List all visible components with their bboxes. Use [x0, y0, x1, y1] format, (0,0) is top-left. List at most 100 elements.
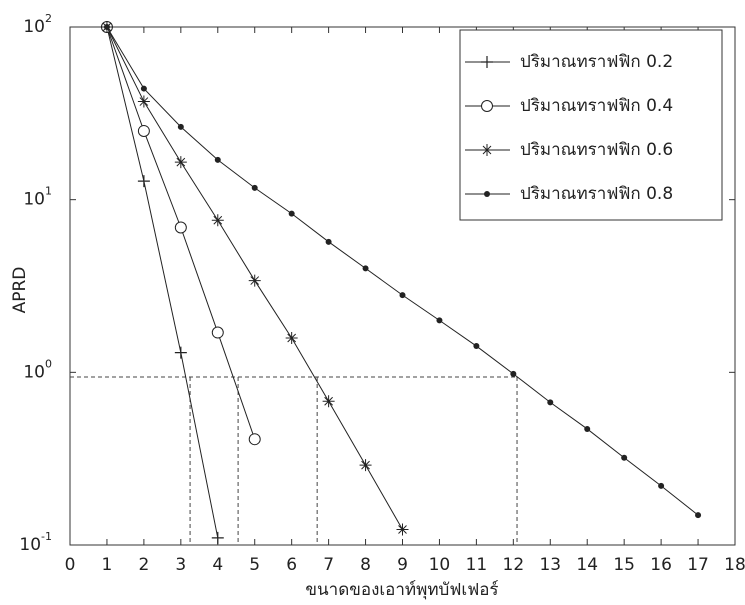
x-axis-label: ขนาดของเอาท์พุทบัฟเฟอร์ — [305, 580, 498, 600]
marker-shape — [584, 425, 591, 432]
marker-shape — [211, 326, 224, 339]
marker-shape — [621, 454, 628, 461]
x-tick-label: 18 — [724, 555, 745, 575]
marker — [322, 395, 335, 408]
marker-shape — [137, 175, 150, 188]
marker — [174, 221, 187, 234]
marker — [140, 85, 147, 92]
marker — [211, 214, 224, 227]
marker-shape — [174, 221, 187, 234]
marker — [248, 433, 261, 446]
legend-label: ปริมาณทราฟฟิก 0.2 — [520, 52, 673, 72]
marker-shape — [658, 482, 665, 489]
x-tick-label: 12 — [503, 555, 525, 575]
marker — [288, 210, 295, 217]
series-line — [106, 26, 219, 538]
marker-shape — [362, 265, 369, 272]
x-tick-label: 13 — [539, 555, 561, 575]
marker — [473, 343, 480, 350]
y-tick-exponent: 0 — [45, 357, 52, 370]
marker-shape — [481, 144, 493, 156]
marker-shape — [251, 184, 258, 191]
marker-shape — [481, 56, 493, 68]
marker — [547, 399, 554, 406]
x-tick-label: 3 — [175, 555, 186, 575]
x-tick-label: 10 — [429, 555, 451, 575]
marker-shape — [248, 274, 261, 287]
marker-shape — [695, 512, 702, 519]
marker — [695, 512, 702, 519]
x-tick-label: 15 — [613, 555, 635, 575]
marker — [481, 100, 493, 112]
y-tick-label: 102 — [23, 12, 52, 37]
x-tick-label: 1 — [102, 555, 113, 575]
legend-label: ปริมาณทราฟฟิก 0.8 — [520, 184, 673, 204]
y-tick-exponent: -1 — [41, 530, 52, 543]
marker-shape — [248, 433, 261, 446]
x-tick-label: 0 — [65, 555, 76, 575]
marker-shape — [396, 523, 409, 536]
marker — [325, 238, 332, 245]
x-tick-label: 16 — [650, 555, 672, 575]
x-tick-label: 11 — [466, 555, 488, 575]
marker — [174, 346, 187, 359]
y-tick-base: 10 — [19, 535, 41, 555]
x-tick-label: 9 — [397, 555, 408, 575]
marker-shape — [288, 210, 295, 217]
marker — [399, 292, 406, 299]
marker-shape — [436, 317, 443, 324]
legend-label: ปริมาณทราฟฟิก 0.4 — [520, 96, 673, 116]
y-axis-label: APRD — [10, 267, 30, 314]
marker — [211, 531, 224, 544]
marker — [436, 317, 443, 324]
marker — [484, 191, 490, 197]
marker — [362, 265, 369, 272]
x-tick-label: 5 — [249, 555, 260, 575]
marker-shape — [174, 346, 187, 359]
marker-shape — [177, 123, 184, 130]
marker — [621, 454, 628, 461]
y-tick-base: 10 — [23, 362, 45, 382]
marker — [396, 523, 409, 536]
marker — [174, 156, 187, 169]
marker — [285, 332, 298, 345]
marker-shape — [510, 370, 517, 377]
x-tick-label: 4 — [212, 555, 223, 575]
marker — [103, 24, 110, 30]
marker — [214, 156, 221, 163]
y-tick-base: 10 — [23, 190, 45, 210]
marker — [137, 124, 150, 137]
marker-shape — [473, 343, 480, 350]
marker-shape — [484, 191, 490, 197]
marker-shape — [285, 332, 298, 345]
x-tick-label: 8 — [360, 555, 371, 575]
marker-shape — [322, 395, 335, 408]
x-tick-label: 17 — [687, 555, 709, 575]
marker — [211, 326, 224, 339]
marker-shape — [214, 156, 221, 163]
marker — [481, 144, 493, 156]
marker — [137, 175, 150, 188]
marker — [658, 482, 665, 489]
marker — [177, 123, 184, 130]
y-tick-exponent: 1 — [45, 185, 52, 198]
marker — [510, 370, 517, 377]
x-tick-label: 14 — [576, 555, 598, 575]
legend-label: ปริมาณทราฟฟิก 0.6 — [520, 140, 673, 160]
marker-shape — [211, 214, 224, 227]
y-tick-base: 10 — [23, 17, 45, 37]
marker — [359, 459, 372, 472]
marker-shape — [325, 238, 332, 245]
y-tick-exponent: 2 — [45, 12, 52, 25]
marker-shape — [103, 24, 110, 30]
marker — [584, 425, 591, 432]
marker — [481, 56, 493, 68]
marker — [248, 274, 261, 287]
marker-shape — [137, 124, 150, 137]
y-tick-label: 100 — [23, 357, 52, 382]
marker-shape — [174, 156, 187, 169]
x-tick-label: 2 — [138, 555, 149, 575]
y-tick-label: 101 — [23, 185, 52, 210]
x-tick-label: 7 — [323, 555, 334, 575]
